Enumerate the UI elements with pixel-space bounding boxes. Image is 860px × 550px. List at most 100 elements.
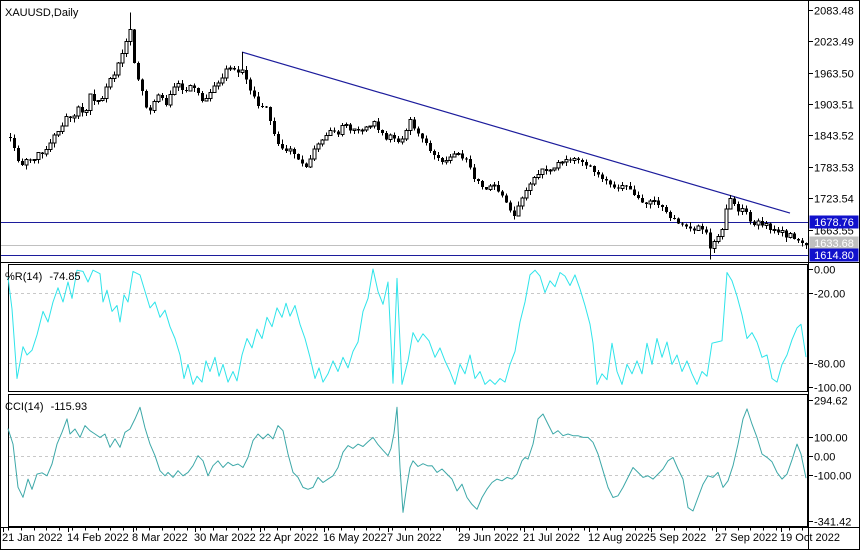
candle (220, 73, 225, 86)
candle (617, 184, 620, 192)
candle-body (637, 194, 640, 199)
price-axis[interactable]: 2083.48 2023.49 1963.50 1903.51 1843.52 1783.… (808, 6, 859, 263)
candle-body (545, 169, 548, 171)
candle (540, 168, 545, 179)
candle-body (712, 241, 717, 250)
price-tick-label: 2083.48 (814, 6, 854, 18)
candle-body (48, 142, 53, 151)
candle (577, 156, 580, 164)
date-tick-label: 29 Jun 2022 (458, 532, 519, 544)
cci-tick-label: -100.00 (814, 471, 851, 483)
candle-body (269, 107, 272, 121)
candle-body (801, 240, 804, 244)
candle-body (172, 86, 177, 96)
candle-body (288, 148, 293, 152)
candle-body (652, 200, 657, 203)
candle-body (328, 130, 333, 137)
candle (152, 99, 157, 113)
price-pane[interactable] (1, 12, 808, 260)
candle (536, 170, 541, 180)
candle-body (488, 185, 493, 191)
cci-pane-border (8, 394, 808, 527)
candle-body (772, 228, 777, 231)
candle-body (233, 67, 236, 70)
date-tick-label: 22 Apr 2022 (259, 532, 318, 544)
candle-body (76, 106, 81, 117)
candle-body (552, 167, 557, 171)
candle (308, 154, 313, 169)
candle (108, 76, 113, 90)
price-tick-label: 1903.51 (814, 100, 854, 112)
candle-body (785, 230, 788, 238)
candle-body (429, 142, 432, 151)
candle (720, 227, 725, 240)
candle-body (685, 224, 688, 227)
candle-body (705, 229, 708, 233)
candle-body (133, 29, 136, 63)
candle (705, 226, 708, 235)
candle-body (265, 106, 268, 108)
candle (240, 52, 245, 75)
candle-body (249, 79, 252, 91)
candle (21, 158, 24, 167)
candle-body (340, 124, 345, 136)
candle-body (281, 143, 284, 149)
candle (572, 156, 577, 165)
candle (176, 80, 181, 91)
candle (488, 184, 493, 192)
candle-body (617, 187, 620, 189)
candle (685, 223, 688, 229)
candle-body (320, 139, 325, 145)
candle-body (344, 123, 349, 126)
candle (564, 155, 569, 167)
candle-body (740, 208, 745, 213)
wpr-tick-label: 0.00 (814, 265, 835, 277)
candle (212, 81, 217, 93)
candle-body (613, 184, 616, 188)
candle (452, 150, 457, 158)
candle (433, 149, 436, 160)
wpr-pane[interactable]: 0.00 -20.00 -80.00 -100.00 (7, 265, 851, 395)
trendline (241, 51, 791, 214)
cci-pane[interactable]: 294.62 100.00 0.00 -100.00 -341.42 (7, 396, 851, 529)
candle (245, 65, 248, 84)
candle (301, 155, 304, 167)
candle-body (188, 84, 193, 92)
candle-body (761, 220, 764, 226)
candle (181, 80, 184, 95)
date-tick-label: 21 Jan 2022 (2, 532, 63, 544)
candle (701, 223, 704, 234)
candle (237, 65, 240, 78)
candle-body (532, 177, 537, 185)
candle-body (349, 124, 352, 131)
candle (545, 165, 548, 175)
candle-body (693, 228, 696, 231)
candle-body (444, 159, 449, 163)
candle-body (60, 125, 65, 132)
candle (605, 176, 608, 185)
candle-body (777, 229, 780, 233)
candle-body (597, 171, 600, 175)
candle (769, 222, 772, 234)
candle-body (441, 158, 444, 162)
cci-label: CCI(14) -115.93 (5, 401, 87, 413)
candle-body (165, 97, 168, 105)
candle (785, 228, 788, 242)
candle (273, 117, 276, 137)
candle-body (301, 159, 304, 164)
candle-body (677, 218, 680, 224)
candle-body (352, 128, 357, 132)
candle-body (293, 149, 296, 155)
wpr-line (7, 268, 807, 385)
cci-indicator-name: CCI(14) (5, 401, 44, 413)
candle (312, 145, 317, 161)
date-axis[interactable]: 21 Jan 2022 14 Feb 2022 8 Mar 2022 30 Mar 2… (2, 528, 840, 544)
candle-body (108, 77, 113, 88)
candle (689, 221, 692, 232)
candle (48, 138, 53, 153)
candle (320, 139, 325, 147)
candle-body (316, 143, 321, 150)
candle-body (749, 212, 752, 222)
